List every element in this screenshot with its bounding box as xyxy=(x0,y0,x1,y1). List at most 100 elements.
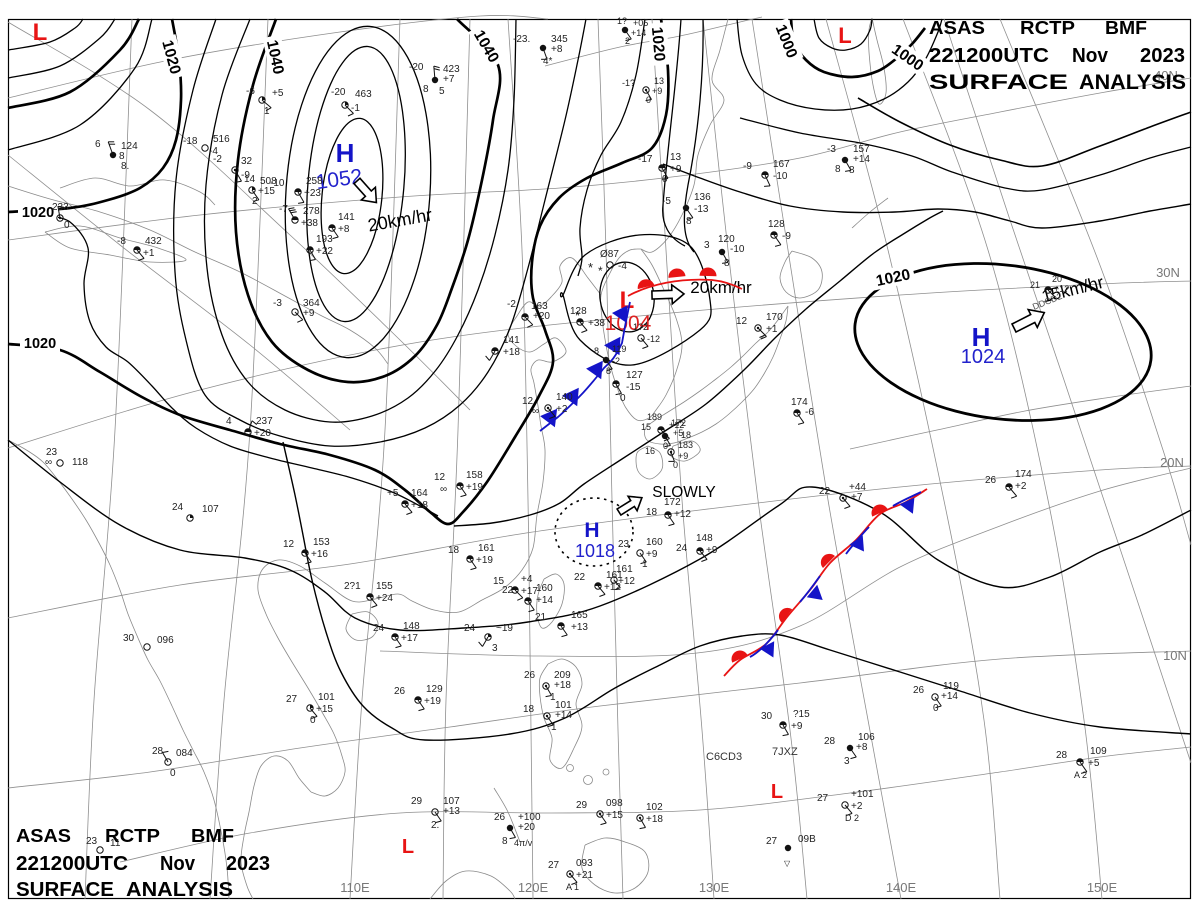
svg-text:124: 124 xyxy=(121,141,138,152)
svg-text:H: H xyxy=(584,519,599,542)
svg-text:ASAS: ASAS xyxy=(929,18,985,38)
svg-text:SLOWLY: SLOWLY xyxy=(652,484,715,501)
svg-text:24: 24 xyxy=(676,543,688,554)
svg-text:+1?: +1? xyxy=(1054,284,1069,294)
svg-text:13: 13 xyxy=(670,152,682,163)
svg-text:-23.: -23. xyxy=(513,34,530,45)
svg-text:24: 24 xyxy=(172,502,184,513)
svg-text:18: 18 xyxy=(681,430,691,440)
svg-text:-3: -3 xyxy=(827,144,836,155)
svg-text:+14: +14 xyxy=(941,691,958,702)
svg-text:120: 120 xyxy=(718,234,735,245)
svg-text:+14: +14 xyxy=(631,28,646,38)
svg-text:+24: +24 xyxy=(376,593,393,604)
svg-text:30: 30 xyxy=(123,633,135,644)
svg-text:345: 345 xyxy=(551,34,568,45)
svg-text:+44: +44 xyxy=(849,482,866,493)
svg-text:+15: +15 xyxy=(606,810,623,821)
svg-text:26: 26 xyxy=(394,686,406,697)
svg-text:23: 23 xyxy=(86,836,98,847)
svg-text:118: 118 xyxy=(72,457,88,468)
svg-text:▽: ▽ xyxy=(784,859,791,868)
svg-text:+21: +21 xyxy=(576,870,593,881)
svg-text:+22: +22 xyxy=(316,246,333,257)
svg-text:+9: +9 xyxy=(303,308,315,319)
svg-text:14: 14 xyxy=(244,174,256,185)
svg-text:BMF: BMF xyxy=(191,826,234,846)
svg-text:12: 12 xyxy=(522,396,534,407)
svg-text:2?1: 2?1 xyxy=(344,581,361,592)
svg-text:+9: +9 xyxy=(646,549,658,560)
svg-text:8: 8 xyxy=(835,164,841,175)
svg-text:189: 189 xyxy=(647,412,662,422)
svg-text:+12: +12 xyxy=(604,582,621,593)
svg-text:A 1: A 1 xyxy=(566,882,579,892)
svg-text:0: 0 xyxy=(933,703,939,714)
svg-text:+101: +101 xyxy=(851,789,874,800)
svg-text:-2: -2 xyxy=(213,154,222,165)
svg-text:-4: -4 xyxy=(618,261,627,272)
svg-text:-6: -6 xyxy=(246,86,255,97)
svg-text:6: 6 xyxy=(95,139,101,150)
svg-text:~19: ~19 xyxy=(496,623,513,634)
svg-text:+19: +19 xyxy=(476,555,493,566)
svg-text:+20: +20 xyxy=(518,822,535,833)
svg-text:172: 172 xyxy=(671,418,686,428)
svg-text:+5: +5 xyxy=(387,488,399,499)
svg-text:20km/hr: 20km/hr xyxy=(690,278,752,297)
svg-text:1040: 1040 xyxy=(263,39,287,76)
svg-text:2023: 2023 xyxy=(1140,44,1185,67)
svg-text:-12: -12 xyxy=(647,334,660,344)
svg-text:+7: +7 xyxy=(851,492,863,503)
svg-text:12: 12 xyxy=(434,472,446,483)
svg-text:8: 8 xyxy=(119,151,125,162)
svg-text:27: 27 xyxy=(286,694,298,705)
svg-text:0: 0 xyxy=(662,174,668,185)
svg-text:40N: 40N xyxy=(1154,68,1178,83)
svg-text:22: 22 xyxy=(574,572,586,583)
svg-text:+9: +9 xyxy=(706,545,718,556)
svg-text:-20: -20 xyxy=(331,87,346,98)
svg-text:+1: +1 xyxy=(143,248,155,259)
svg-text:+12: +12 xyxy=(618,576,635,587)
svg-text:0: 0 xyxy=(64,220,70,231)
svg-text:+8: +8 xyxy=(338,224,350,235)
svg-text:26: 26 xyxy=(494,812,506,823)
svg-text:22: 22 xyxy=(819,486,831,497)
svg-text:3: 3 xyxy=(844,756,850,767)
svg-text:-4: -4 xyxy=(209,146,218,157)
svg-text:3: 3 xyxy=(492,643,498,654)
svg-text:2.: 2. xyxy=(431,820,439,831)
svg-text:28: 28 xyxy=(824,736,836,747)
svg-text:1004: 1004 xyxy=(605,312,652,335)
svg-text:+23: +23 xyxy=(304,188,321,199)
svg-text:141: 141 xyxy=(338,212,355,223)
svg-text:-15: -15 xyxy=(626,382,641,393)
svg-text:+38: +38 xyxy=(301,218,318,229)
svg-text:+18: +18 xyxy=(503,347,520,358)
svg-text:-3: -3 xyxy=(273,298,282,309)
svg-text:161: 161 xyxy=(616,564,633,575)
svg-text:16: 16 xyxy=(645,446,655,456)
svg-text:-17: -17 xyxy=(638,154,653,165)
svg-text:23: 23 xyxy=(618,539,630,550)
svg-text:Nov: Nov xyxy=(1072,44,1109,67)
svg-text:128: 128 xyxy=(570,306,587,317)
svg-text:0: 0 xyxy=(170,768,176,779)
svg-text:120E: 120E xyxy=(518,880,549,895)
svg-text:L: L xyxy=(402,836,414,858)
svg-text:27: 27 xyxy=(817,793,829,804)
svg-text:-10: -10 xyxy=(270,178,285,189)
svg-text:29: 29 xyxy=(576,800,588,811)
svg-text:0: 0 xyxy=(620,393,626,404)
svg-text:172: 172 xyxy=(664,497,681,508)
svg-text:101: 101 xyxy=(555,700,572,711)
svg-text:140E: 140E xyxy=(886,880,917,895)
svg-text:RCTP: RCTP xyxy=(105,826,160,846)
svg-text:8: 8 xyxy=(606,366,611,376)
svg-text:221200UTC: 221200UTC xyxy=(16,852,128,875)
svg-text:8: 8 xyxy=(686,216,692,227)
svg-text:140: 140 xyxy=(556,392,573,403)
svg-text:7JXZ: 7JXZ xyxy=(772,746,798,758)
svg-text:+7: +7 xyxy=(443,74,455,85)
